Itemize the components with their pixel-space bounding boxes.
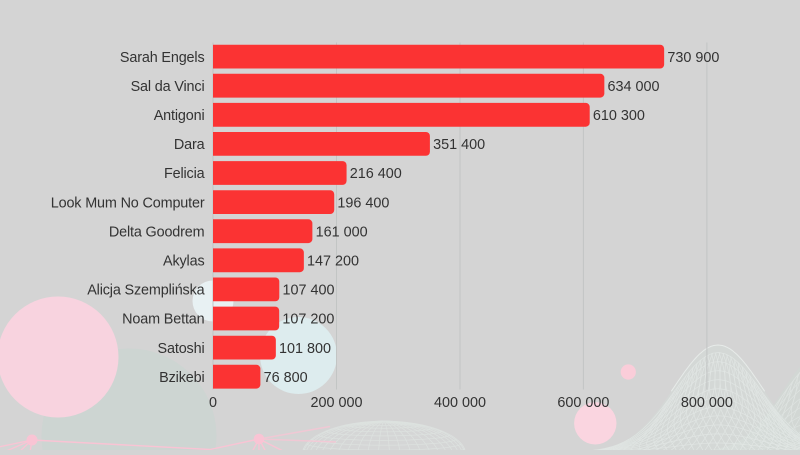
svg-text:Delta Goodrem: Delta Goodrem xyxy=(109,224,205,240)
svg-text:161 000: 161 000 xyxy=(316,224,368,240)
svg-text:196 400: 196 400 xyxy=(337,195,389,211)
svg-text:800 000: 800 000 xyxy=(681,395,733,411)
svg-text:Satoshi: Satoshi xyxy=(158,341,205,357)
svg-text:Sarah Engels: Sarah Engels xyxy=(120,50,205,66)
svg-text:Felicia: Felicia xyxy=(164,166,205,182)
svg-text:200 000: 200 000 xyxy=(310,395,362,411)
svg-text:Dara: Dara xyxy=(174,137,205,153)
svg-text:101 800: 101 800 xyxy=(279,341,331,357)
svg-text:216 400: 216 400 xyxy=(350,166,402,182)
svg-text:0: 0 xyxy=(209,395,217,411)
svg-text:Look Mum No Computer: Look Mum No Computer xyxy=(51,195,205,211)
svg-text:147 200: 147 200 xyxy=(307,254,359,270)
svg-text:Akylas: Akylas xyxy=(163,254,205,270)
svg-text:634 000: 634 000 xyxy=(608,79,660,95)
svg-text:Noam Bettan: Noam Bettan xyxy=(122,312,204,328)
svg-text:Sal da Vinci: Sal da Vinci xyxy=(131,79,205,95)
svg-text:730 900: 730 900 xyxy=(667,50,719,66)
svg-text:76 800: 76 800 xyxy=(264,370,308,386)
svg-text:610 300: 610 300 xyxy=(593,108,645,124)
svg-text:600 000: 600 000 xyxy=(557,395,609,411)
svg-text:Alicja Szemplińska: Alicja Szemplińska xyxy=(87,283,204,299)
svg-text:400 000: 400 000 xyxy=(434,395,486,411)
svg-text:Bzikebi: Bzikebi xyxy=(159,370,204,386)
svg-text:351 400: 351 400 xyxy=(433,137,485,153)
svg-text:107 400: 107 400 xyxy=(282,283,334,299)
svg-text:107 200: 107 200 xyxy=(282,312,334,328)
svg-text:Antigoni: Antigoni xyxy=(154,108,205,124)
